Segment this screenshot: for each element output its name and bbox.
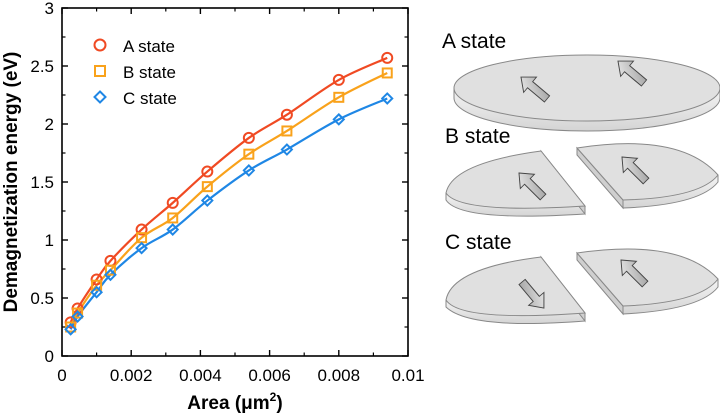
x-tick-label: 0.008 — [318, 366, 361, 385]
data-point — [104, 268, 117, 282]
data-point — [201, 181, 213, 193]
y-tick-label: 0 — [45, 347, 54, 366]
data-point — [166, 223, 180, 236]
data-point — [280, 108, 293, 121]
data-point — [90, 285, 104, 299]
legend-marker — [93, 90, 107, 104]
data-point — [333, 91, 345, 103]
x-axis: 0 0.002 0.004 0.006 0.008 0.01 — [57, 8, 425, 385]
data-point — [91, 279, 103, 291]
c-state-right-half-element — [576, 248, 719, 316]
data-point — [90, 273, 103, 286]
data-point — [135, 241, 148, 255]
data-point — [332, 112, 346, 126]
series-line — [69, 97, 388, 330]
legend-label: C state — [123, 89, 177, 108]
data-point — [201, 165, 214, 178]
data-point — [243, 148, 255, 160]
data-point — [167, 212, 179, 224]
b-state-right-half-element — [576, 143, 719, 210]
magnetic-states-illustration: A state B state C state — [442, 30, 720, 325]
series-line — [69, 56, 388, 323]
y-tick-label: 1.5 — [30, 173, 54, 192]
x-tick-label: 0 — [57, 366, 66, 385]
legend-label: B state — [123, 63, 176, 82]
data-point — [135, 223, 148, 236]
series-markers — [64, 51, 394, 336]
data-point — [65, 321, 77, 333]
plot-frame — [61, 7, 409, 357]
series-lines — [69, 56, 388, 330]
y-tick-label: 0.5 — [30, 289, 54, 308]
legend-marker — [93, 38, 107, 52]
data-point — [281, 125, 293, 137]
x-tick-label: 0.004 — [179, 366, 222, 385]
legend-label: A state — [123, 37, 175, 56]
data-point — [72, 307, 84, 319]
c-state-label: C state — [445, 231, 512, 254]
c-state-left-half-element — [445, 255, 586, 325]
a-state-ellipse-element — [453, 54, 720, 132]
data-point — [64, 322, 78, 336]
data-point — [242, 131, 255, 144]
data-point — [71, 310, 84, 323]
series-line — [69, 71, 388, 328]
data-point — [166, 196, 179, 209]
data-point — [332, 73, 345, 86]
x-tick-label: 0.006 — [248, 366, 291, 385]
b-state-left-half-element — [445, 149, 586, 217]
x-tick-label: 0.01 — [391, 366, 424, 385]
data-point — [380, 92, 394, 105]
y-tick-label: 1 — [45, 231, 54, 250]
y-tick-label: 2.5 — [30, 57, 54, 76]
y-axis: 0 0.5 1 1.5 2 2.5 3 — [30, 0, 408, 366]
data-point — [242, 163, 256, 177]
a-state-label: A state — [442, 30, 506, 53]
x-tick-label: 0.002 — [110, 366, 153, 385]
plot-area: 0 0.002 0.004 0.006 0.008 0.01 00.511.522.53 … — [1, 0, 425, 414]
data-point — [381, 51, 394, 64]
y-tick-label: 3 — [45, 0, 54, 18]
y-axis-title: Demagnetization energy (eV) — [1, 52, 22, 313]
legend: A state B state C state — [93, 37, 177, 108]
data-point — [104, 264, 116, 276]
b-state-label: B state — [445, 125, 510, 148]
legend-marker — [94, 65, 106, 77]
x-axis-title: Area (μm2) — [187, 390, 282, 414]
data-point — [200, 194, 214, 207]
data-point — [280, 143, 294, 156]
data-point — [381, 67, 393, 79]
y-tick-label: 2 — [45, 115, 54, 134]
